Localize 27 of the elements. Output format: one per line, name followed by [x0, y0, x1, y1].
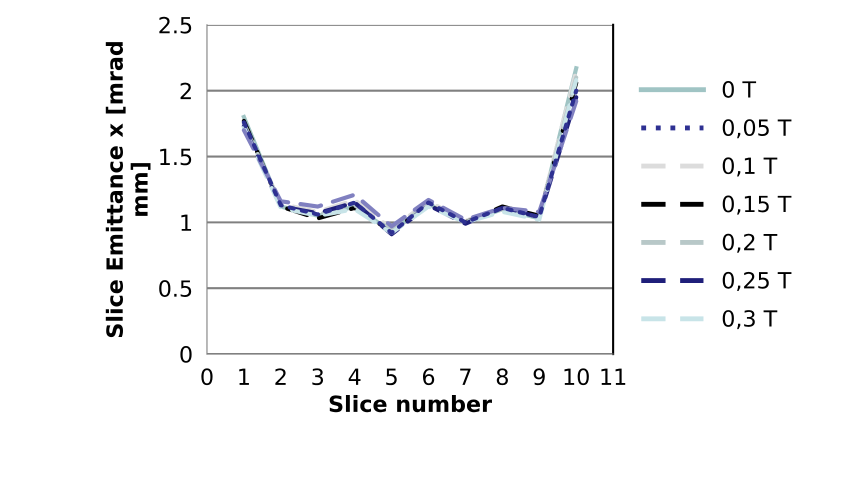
- legend-label: 0,1 T: [722, 157, 778, 176]
- x-tick-label: 6: [422, 368, 434, 386]
- x-tick-label: 5: [386, 368, 397, 386]
- x-tick-label: 1: [239, 368, 249, 385]
- x-tick-label: 11: [601, 368, 626, 385]
- x-tick-label: 3: [312, 368, 324, 386]
- y-tick-label: 0.5: [159, 280, 192, 297]
- x-axis-title: Slice number: [330, 395, 492, 412]
- y-axis-title: Slice Emittance x [mrad mm]: [106, 42, 150, 338]
- y-tick-label: 2: [180, 82, 191, 100]
- y-tick-label: 1.5: [160, 148, 192, 166]
- y-tick-label: 2.5: [159, 16, 192, 34]
- x-tick-label: 4: [348, 368, 360, 385]
- x-tick-label: 9: [534, 368, 545, 386]
- legend-label: 0,15 T: [722, 196, 792, 215]
- x-tick-label: 2: [275, 368, 286, 385]
- legend-label: 0,25 T: [722, 272, 792, 291]
- x-tick-label: 10: [564, 368, 589, 386]
- legend-label: 0,05 T: [722, 119, 792, 138]
- x-tick-label: 0: [201, 368, 213, 386]
- legend-label: 0,2 T: [722, 234, 778, 253]
- legend-label: 0,3 T: [722, 310, 778, 330]
- x-tick-label: 7: [460, 368, 471, 385]
- x-tick-label: 8: [496, 368, 508, 386]
- y-tick-label: 1: [181, 214, 192, 231]
- y-tick-label: 0: [180, 346, 192, 363]
- legend-label: 0 T: [722, 81, 756, 98]
